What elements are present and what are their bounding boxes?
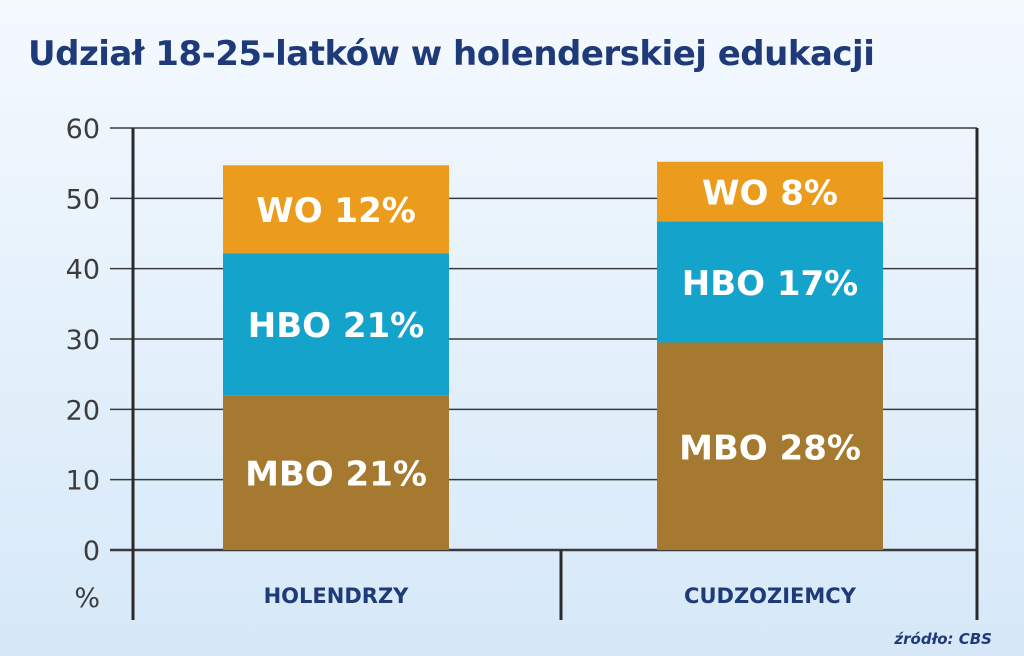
data-label: WO 12% <box>256 191 416 231</box>
bar-segment-mbo <box>657 342 883 550</box>
bar-segment-hbo <box>657 221 883 343</box>
chart-title: Udział 18-25-latków w holenderskiej eduk… <box>28 34 875 74</box>
data-label: MBO 21% <box>245 455 427 495</box>
bar-segment-hbo <box>223 253 449 396</box>
bar-segment-wo <box>223 165 449 254</box>
y-axis-label: % <box>74 583 100 614</box>
y-tick-label: 0 <box>83 536 100 567</box>
category-label: HOLENDRZY <box>264 584 410 608</box>
data-label: WO 8% <box>702 174 838 214</box>
y-tick-label: 50 <box>66 184 100 215</box>
data-label: HBO 17% <box>682 264 859 304</box>
data-label: HBO 21% <box>248 306 425 346</box>
y-tick-label: 10 <box>66 466 100 497</box>
source-note: źródło: CBS <box>894 630 992 648</box>
y-tick-label: 30 <box>66 325 100 356</box>
category-label: CUDZOZIEMCY <box>684 584 857 608</box>
data-label: MBO 28% <box>679 428 861 468</box>
y-tick-label: 20 <box>66 395 100 426</box>
y-tick-label: 40 <box>66 255 100 286</box>
bar-segment-wo <box>657 161 883 222</box>
y-tick-label: 60 <box>66 114 100 145</box>
bar-segment-mbo <box>223 395 449 550</box>
